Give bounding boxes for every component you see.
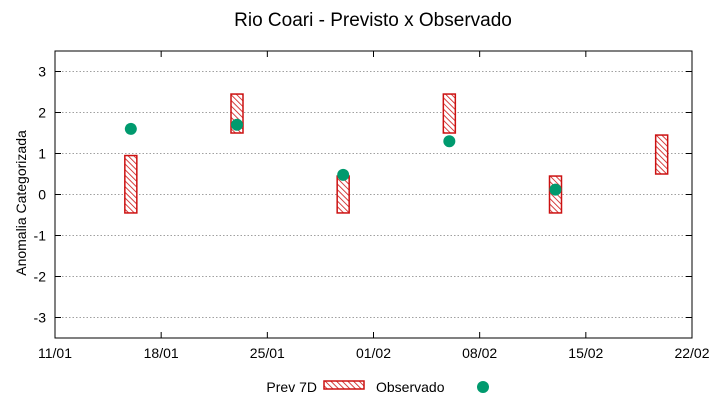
x-tick-label: 18/01 [144, 345, 179, 361]
observed-point [337, 168, 350, 181]
forecast-bar [654, 134, 669, 175]
x-tick-label: 22/02 [674, 345, 709, 361]
observed-point [231, 118, 243, 131]
observed-points [124, 118, 562, 196]
y-tick-label: 1 [38, 146, 46, 162]
x-tick-label: 11/01 [38, 345, 72, 361]
legend-observed-marker [477, 381, 489, 393]
y-tick-label: 3 [38, 64, 46, 80]
forecast-bar [336, 175, 350, 214]
plot-frame [54, 50, 693, 339]
x-tick-label: 01/02 [356, 345, 391, 361]
observed-point [124, 122, 137, 135]
y-tick-label: -3 [34, 310, 47, 326]
legend-forecast-label: Prev 7D [266, 379, 317, 395]
observed-point [549, 183, 562, 196]
chart-title: Rio Coari - Previsto x Observado [234, 10, 512, 31]
legend-observed-label: Observado [376, 379, 445, 395]
axes: 3 2 1 0 -1 -2 -3 11/01 18/01 25/01 01/02 08/02 15/02… [34, 50, 710, 361]
observed-point [443, 135, 456, 148]
y-axis-label: Anomalia Categorizada [13, 130, 29, 276]
x-tick-label: 08/02 [462, 345, 497, 361]
y-tick-label: -1 [34, 228, 47, 244]
x-tick-label: 25/01 [250, 345, 285, 361]
forecast-bar [124, 154, 138, 214]
y-tick-label: 2 [38, 105, 46, 121]
forecast-bar [442, 93, 457, 134]
y-tick-label: -2 [34, 269, 47, 285]
x-tick-label: 15/02 [568, 345, 603, 361]
legend: Prev 7D Observado [266, 379, 489, 395]
legend-forecast-swatch [323, 380, 365, 390]
y-tick-label: 0 [38, 187, 46, 203]
gridlines [55, 71, 692, 318]
